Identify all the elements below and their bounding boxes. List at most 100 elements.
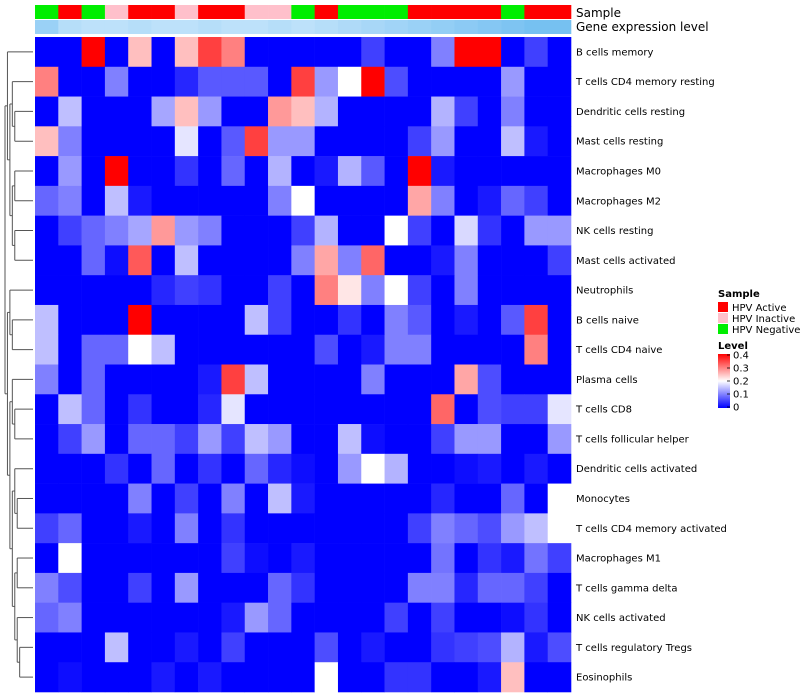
heatmap-cell (104, 185, 129, 216)
heatmap-cell (454, 572, 479, 603)
heatmap-cell (314, 602, 339, 633)
heatmap-cell (431, 632, 455, 663)
heatmap-cell (501, 632, 525, 663)
heatmap-cell (81, 185, 106, 216)
heatmap-cell (81, 275, 106, 306)
sample-annotation-cell (501, 5, 525, 19)
row-label: T cells CD4 naive (575, 345, 662, 356)
heatmap-cell (151, 483, 176, 514)
heatmap-cell (198, 632, 222, 663)
heatmap-cell (128, 483, 152, 514)
heatmap-cell (174, 394, 199, 425)
heatmap-cell (81, 602, 106, 633)
heatmap-cell (361, 453, 385, 484)
heatmap-cell (361, 126, 385, 157)
heatmap-cell (431, 543, 455, 574)
heatmap-cell (174, 453, 199, 484)
expression-annotation-cell (291, 20, 315, 34)
legend-sample-swatch (718, 313, 728, 323)
heatmap-cell (58, 66, 82, 97)
heatmap-cell (174, 602, 199, 633)
heatmap-cell (361, 364, 385, 395)
heatmap-cell (501, 275, 525, 306)
heatmap-cell (104, 245, 129, 276)
heatmap-cell (314, 215, 339, 246)
heatmap-cell (477, 334, 502, 365)
heatmap-cell (174, 37, 199, 68)
heatmap-cell (547, 543, 572, 574)
heatmap-cell (431, 424, 455, 455)
heatmap-cell (454, 483, 479, 514)
heatmap-cells (35, 37, 572, 693)
heatmap-cell (35, 602, 59, 633)
heatmap-cell (221, 662, 246, 693)
heatmap-cell (477, 96, 502, 127)
row-label: Monocytes (576, 494, 630, 505)
heatmap-cell (58, 543, 82, 574)
heatmap-cell (151, 572, 176, 603)
heatmap-cell (174, 126, 199, 157)
heatmap-cell (477, 483, 502, 514)
heatmap-cell (81, 632, 106, 663)
heatmap-cell (221, 156, 246, 187)
heatmap-cell (221, 453, 246, 484)
heatmap-cell (151, 453, 176, 484)
legend-level-tick-label: 0.1 (733, 390, 749, 401)
heatmap-cell (337, 632, 362, 663)
heatmap-cell (104, 662, 129, 693)
heatmap-cell (361, 394, 385, 425)
expression-annotation-cell (384, 20, 409, 34)
heatmap-cell (268, 126, 292, 157)
heatmap-cell (35, 126, 59, 157)
heatmap-cell (524, 572, 548, 603)
heatmap-cell (58, 334, 82, 365)
heatmap-cell (268, 304, 292, 336)
heatmap-cell (244, 37, 269, 68)
heatmap-cell (314, 453, 339, 484)
heatmap-cell (337, 572, 362, 603)
sample-annotation-cell (174, 5, 199, 19)
heatmap-cell (361, 572, 385, 603)
sample-annotation-cell (104, 5, 129, 19)
heatmap-cell (104, 543, 129, 574)
row-label: Dendritic cells resting (576, 107, 685, 118)
heatmap-cell (407, 126, 432, 157)
row-label: Dendritic cells activated (576, 464, 697, 475)
heatmap-cell (314, 572, 339, 603)
legend-sample-label: HPV Negative (732, 325, 800, 336)
row-label: T cells CD4 memory activated (575, 524, 727, 535)
heatmap-cell (384, 334, 409, 365)
heatmap-cell (477, 37, 502, 68)
heatmap-cell (431, 66, 455, 97)
heatmap-cell (431, 126, 455, 157)
heatmap-cell (547, 453, 572, 484)
heatmap-cell (477, 156, 502, 187)
heatmap-cell (407, 37, 432, 68)
heatmap-cell (244, 185, 269, 216)
heatmap-cell (431, 96, 455, 127)
heatmap-cell (314, 66, 339, 97)
heatmap-cell (58, 156, 82, 187)
heatmap-cell (454, 632, 479, 663)
heatmap-cell (407, 364, 432, 395)
heatmap-cell (524, 245, 548, 276)
heatmap-cell (58, 394, 82, 425)
heatmap-cell (477, 364, 502, 395)
heatmap-cell (384, 304, 409, 336)
expression-annotation-cell (198, 20, 222, 34)
heatmap-cell (104, 572, 129, 603)
expression-annotation-cell (35, 20, 59, 34)
heatmap-cell (547, 156, 572, 187)
heatmap-cell (547, 66, 572, 97)
heatmap-cell (547, 304, 572, 336)
heatmap-cell (198, 662, 222, 693)
heatmap-cell (291, 394, 315, 425)
heatmap-cell (268, 334, 292, 365)
heatmap-cell (35, 543, 59, 574)
heatmap-cell (547, 662, 572, 693)
heatmap-cell (291, 483, 315, 514)
heatmap-cell (198, 66, 222, 97)
heatmap-cell (81, 245, 106, 276)
heatmap-cell (407, 483, 432, 514)
heatmap-cell (384, 364, 409, 395)
